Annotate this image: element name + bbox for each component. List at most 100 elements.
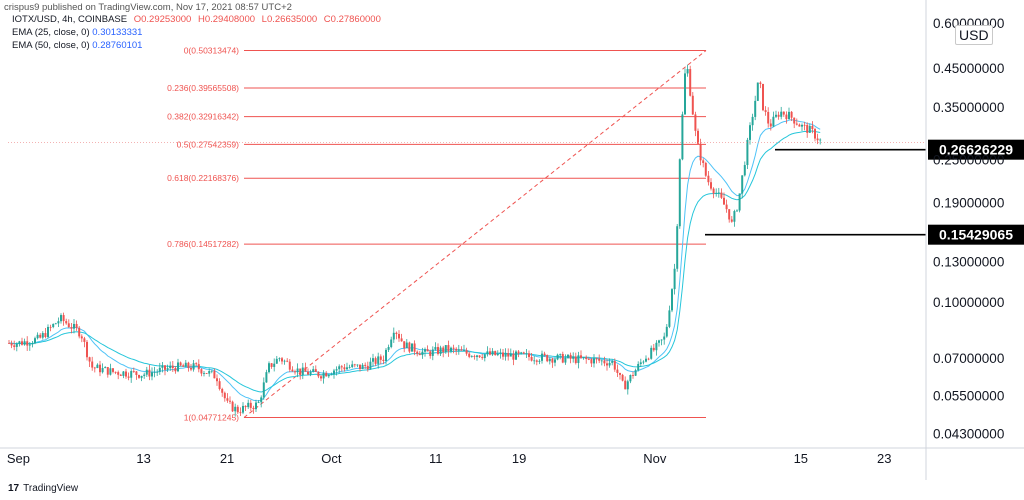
candle-body: [608, 362, 611, 366]
candle-body: [177, 362, 179, 372]
candle-body: [125, 371, 127, 377]
candle-body: [806, 124, 809, 133]
y-tick-label: 0.19000000: [933, 195, 1004, 210]
candle-body: [717, 192, 720, 194]
candle-body: [574, 356, 577, 363]
candle-body: [151, 372, 153, 377]
price-label-box: [928, 224, 1024, 245]
candle-body: [174, 367, 177, 372]
candle-body: [28, 344, 31, 346]
y-tick-label: 0.13000000: [933, 254, 1004, 269]
candle-body: [179, 362, 182, 366]
candle-body: [346, 367, 348, 370]
candle-body: [421, 351, 424, 356]
candle-body: [60, 315, 62, 322]
candle-body: [548, 358, 551, 362]
candle-body: [156, 371, 159, 373]
close-value: C0.27860000: [323, 14, 381, 25]
candle-body: [257, 402, 260, 404]
candle-body: [75, 323, 78, 328]
candle-body: [34, 338, 36, 344]
candle-body: [304, 367, 307, 372]
candle-body: [723, 197, 725, 205]
candle-body: [647, 358, 650, 360]
candle-body: [65, 321, 68, 324]
fibonacci-retracement[interactable]: 0(0.50313474) 0.236(0.39565508) 0.382(0.32…: [167, 46, 706, 423]
candle-body: [320, 376, 322, 379]
candle-body: [112, 368, 114, 372]
candle-body: [91, 361, 94, 368]
candle-body: [322, 373, 325, 379]
support-levels[interactable]: 0.26626229 0.15429065: [8, 139, 1024, 245]
candle-body: [502, 352, 504, 357]
candle-body: [733, 211, 736, 222]
candle-body: [645, 358, 647, 362]
candle-body: [704, 162, 707, 176]
ema50-legend[interactable]: EMA (50, close, 0) 0.28760101: [12, 40, 142, 51]
candle-body: [741, 175, 744, 194]
candle-body: [457, 349, 460, 351]
candle-body: [49, 326, 52, 328]
candle-body: [200, 369, 203, 374]
candle-body: [286, 360, 289, 362]
candle-body: [382, 359, 385, 361]
candle-body: [585, 357, 588, 359]
trend-line[interactable]: [243, 50, 707, 418]
candle-body: [348, 367, 351, 368]
candle-body: [478, 355, 481, 358]
candle-body: [626, 381, 629, 390]
candle-body: [481, 357, 484, 359]
candle-body: [41, 333, 44, 338]
y-tick-label: 0.10000000: [933, 295, 1004, 310]
candle-body: [148, 369, 151, 377]
candle-body: [385, 349, 387, 361]
currency-button[interactable]: USD: [955, 25, 993, 45]
candle-body: [135, 371, 138, 375]
ema25-legend[interactable]: EMA (25, close, 0) 0.30133331: [12, 27, 142, 38]
candle-body: [161, 365, 164, 368]
candle-body: [437, 347, 439, 354]
candle-body: [691, 95, 694, 115]
candle-body: [676, 226, 679, 269]
candle-body: [689, 69, 692, 96]
candle-body: [639, 362, 642, 364]
candle-body: [187, 362, 190, 369]
candle-body: [759, 82, 762, 84]
candle-body: [278, 358, 281, 360]
candle-body: [333, 370, 335, 375]
fib-trend-line: [243, 50, 707, 418]
candle-body: [416, 351, 419, 354]
candle-body: [473, 356, 476, 357]
candle-body: [556, 354, 559, 360]
candle-body: [569, 354, 572, 359]
candle-body: [450, 347, 452, 352]
candle-body: [780, 111, 783, 117]
candle-body: [57, 321, 60, 324]
candle-body: [93, 367, 96, 369]
candle-body: [554, 359, 556, 363]
y-tick-label: 0.05500000: [933, 388, 1004, 403]
candle-body: [439, 347, 442, 354]
candle-body: [325, 373, 328, 377]
candle-body: [62, 315, 65, 322]
candle-body: [52, 324, 55, 328]
candle-body: [119, 374, 122, 376]
candle-body: [777, 114, 780, 117]
candle-body: [788, 111, 790, 120]
fib-level-label: 0.5(0.27542359): [177, 139, 240, 149]
candle-body: [192, 363, 195, 370]
candle-body: [494, 350, 497, 356]
candle-body: [447, 345, 450, 352]
candle-body: [431, 349, 434, 356]
candle-body: [801, 124, 803, 127]
candle-body: [616, 369, 619, 373]
candle-body: [296, 368, 299, 373]
candle-body: [559, 353, 562, 355]
candle-body: [611, 361, 614, 363]
candle-body: [366, 365, 369, 370]
candle-body: [707, 175, 710, 183]
candle-body: [577, 355, 580, 363]
candle-body: [23, 341, 26, 345]
candle-body: [255, 402, 257, 410]
